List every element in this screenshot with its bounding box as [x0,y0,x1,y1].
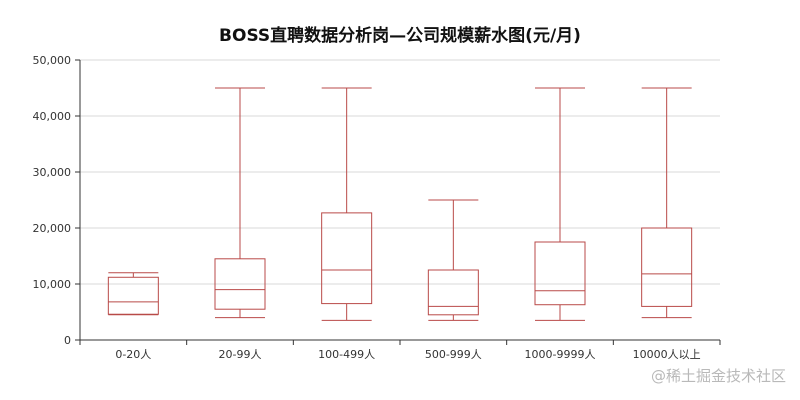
grid-lines [80,59,720,285]
x-tick-label: 0-20人 [115,348,151,361]
y-tick-label: 50,000 [33,54,72,67]
y-tick-label: 40,000 [33,110,72,123]
iqr-box [427,269,479,316]
iqr-box [107,276,159,315]
y-axis: 0 10,000 20,000 30,000 40,000 50,000 [33,54,81,347]
box-series [107,87,693,321]
iqr-box [214,258,266,310]
iqr-box [641,227,693,307]
box-plot-item [214,87,266,319]
iqr-box [534,241,586,306]
y-tick-label: 10,000 [33,278,72,291]
x-tick-label: 100-499人 [318,348,375,361]
box-plot-item [427,199,479,321]
chart-title: BOSS直聘数据分析岗—公司规模薪水图(元/月) [219,26,581,46]
x-tick-label: 500-999人 [425,348,482,361]
y-tick-label: 20,000 [33,222,72,235]
box-plot-item [534,87,586,321]
y-tick-label: 30,000 [33,166,72,179]
box-plot-item [641,87,693,319]
x-tick-label: 1000-9999人 [525,348,596,361]
watermark: @稀土掘金技术社区 [650,367,786,385]
x-axis: 0-20人 20-99人 100-499人 500-999人 1000-9999人 100… [79,339,721,361]
y-tick-label: 0 [64,334,71,347]
box-plot-item [107,272,159,316]
x-tick-label: 20-99人 [219,348,262,361]
box-plot-item [321,87,373,321]
x-tick-label: 10000人以上 [633,348,701,361]
iqr-box [321,212,373,305]
